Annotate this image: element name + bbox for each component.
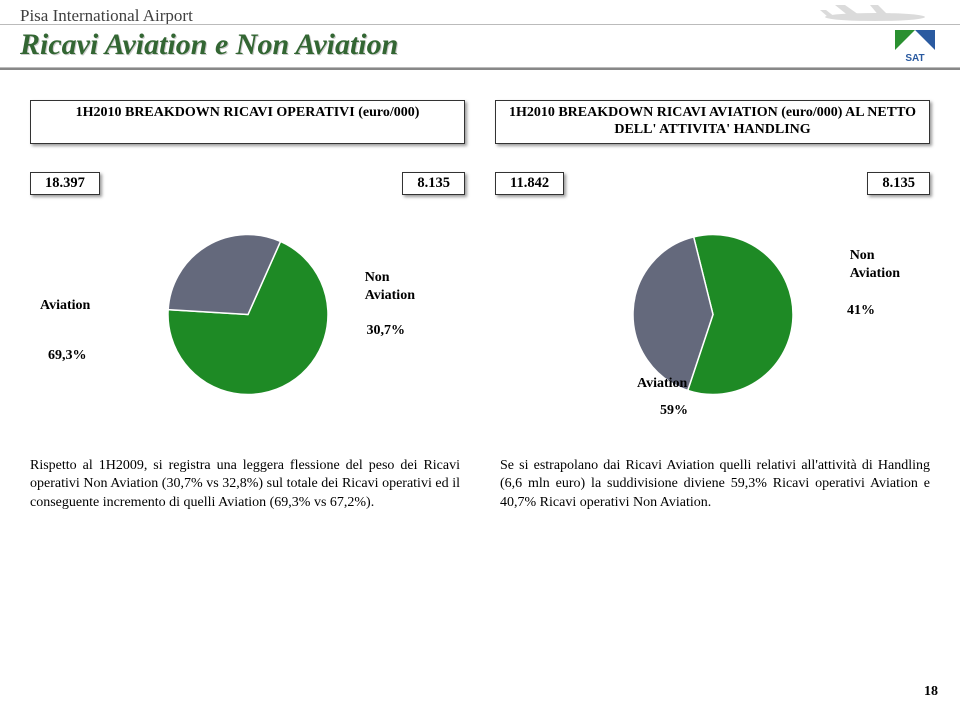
- chart-left-label-aviation: Aviation: [40, 297, 90, 315]
- subtitle-row: 1H2010 BREAKDOWN RICAVI OPERATIVI (euro/…: [0, 70, 960, 144]
- chart-left-pct-nonav: 30,7%: [367, 322, 406, 340]
- chart-left-pct-aviation: 69,3%: [48, 347, 87, 365]
- airport-name: Pisa International Airport: [20, 6, 193, 26]
- label-line1: Non: [365, 270, 390, 285]
- title-bar: Ricavi Aviation e Non Aviation SAT: [0, 24, 960, 68]
- sat-logo-icon: SAT: [890, 25, 940, 65]
- values-row: 18.397 8.135 11.842 8.135: [0, 144, 960, 195]
- value-right-b: 8.135: [867, 172, 930, 195]
- pie-left: [158, 224, 338, 409]
- values-left: 18.397 8.135: [30, 172, 465, 195]
- subtitle-right-box: 1H2010 BREAKDOWN RICAVI AVIATION (euro/0…: [495, 100, 930, 144]
- value-right-a: 11.842: [495, 172, 564, 195]
- label-line1: Non: [850, 248, 875, 263]
- chart-left-label-nonav: Non Aviation: [365, 269, 415, 305]
- subtitle-left: 1H2010 BREAKDOWN RICAVI OPERATIVI (euro/…: [39, 105, 456, 122]
- chart-right-pct-nonav: 41%: [847, 302, 875, 320]
- subtitle-right: 1H2010 BREAKDOWN RICAVI AVIATION (euro/0…: [504, 105, 921, 139]
- slide-title: Ricavi Aviation e Non Aviation: [20, 28, 398, 62]
- body-left: Rispetto al 1H2009, si registra una legg…: [30, 457, 460, 514]
- chart-left-container: Aviation 69,3% Non Aviation 30,7%: [30, 207, 465, 427]
- value-left-a: 18.397: [30, 172, 100, 195]
- label-line2: Aviation: [850, 266, 900, 281]
- values-right: 11.842 8.135: [495, 172, 930, 195]
- body-row: Rispetto al 1H2009, si registra una legg…: [0, 427, 960, 514]
- page-number: 18: [924, 684, 938, 700]
- label-line2: Aviation: [365, 288, 415, 303]
- value-left-b: 8.135: [402, 172, 465, 195]
- chart-right-pct-aviation: 59%: [660, 402, 688, 420]
- label-text: Aviation: [40, 298, 90, 313]
- body-right: Se si estrapolano dai Ricavi Aviation qu…: [500, 457, 930, 514]
- chart-right-label-nonav: Non Aviation: [850, 247, 900, 283]
- svg-text:SAT: SAT: [905, 53, 924, 64]
- chart-right-container: Non Aviation 41% Aviation 59%: [495, 207, 930, 427]
- subtitle-left-box: 1H2010 BREAKDOWN RICAVI OPERATIVI (euro/…: [30, 100, 465, 144]
- slide-header: Pisa International Airport Ricavi Aviati…: [0, 0, 960, 70]
- charts-row: Aviation 69,3% Non Aviation 30,7% Non Av…: [0, 195, 960, 427]
- chart-right-label-aviation: Aviation: [637, 375, 687, 393]
